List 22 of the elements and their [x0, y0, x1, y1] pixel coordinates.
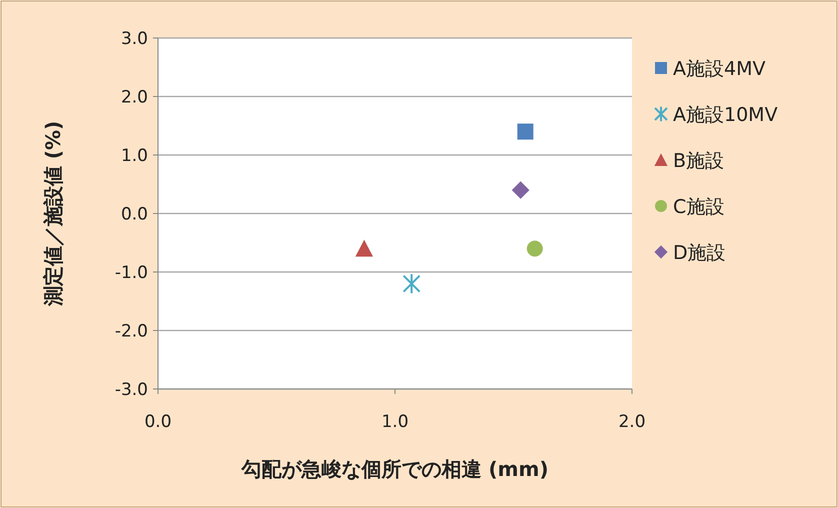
- point: [512, 181, 530, 199]
- point: [526, 240, 543, 257]
- x-tick-label: 2.0: [618, 412, 646, 432]
- y-axis-title: 測定値／施設値 (%): [41, 120, 65, 308]
- y-tick-label: 3.0: [120, 29, 148, 49]
- y-tick-label: 0.0: [120, 204, 148, 224]
- point: [355, 240, 373, 257]
- y-tick-label: -1.0: [114, 263, 148, 283]
- legend-label: A施設10MV: [673, 104, 778, 126]
- y-tick-label: 1.0: [120, 146, 148, 166]
- x-axis-title: 勾配が急峻な個所での相違 (mm): [240, 457, 548, 481]
- y-tick-label: 2.0: [120, 88, 148, 108]
- legend-label: D施設: [673, 242, 726, 264]
- point: [517, 124, 534, 140]
- x-tick-label: 0.0: [144, 412, 172, 432]
- legend-label: C施設: [673, 196, 724, 218]
- y-tick-label: -2.0: [114, 322, 148, 342]
- point: [402, 273, 421, 294]
- legend-label: A施設4MV: [673, 58, 766, 80]
- y-tick-label: -3.0: [114, 380, 148, 400]
- legend-label: B施設: [673, 150, 724, 172]
- x-tick-label: 1.0: [381, 412, 409, 432]
